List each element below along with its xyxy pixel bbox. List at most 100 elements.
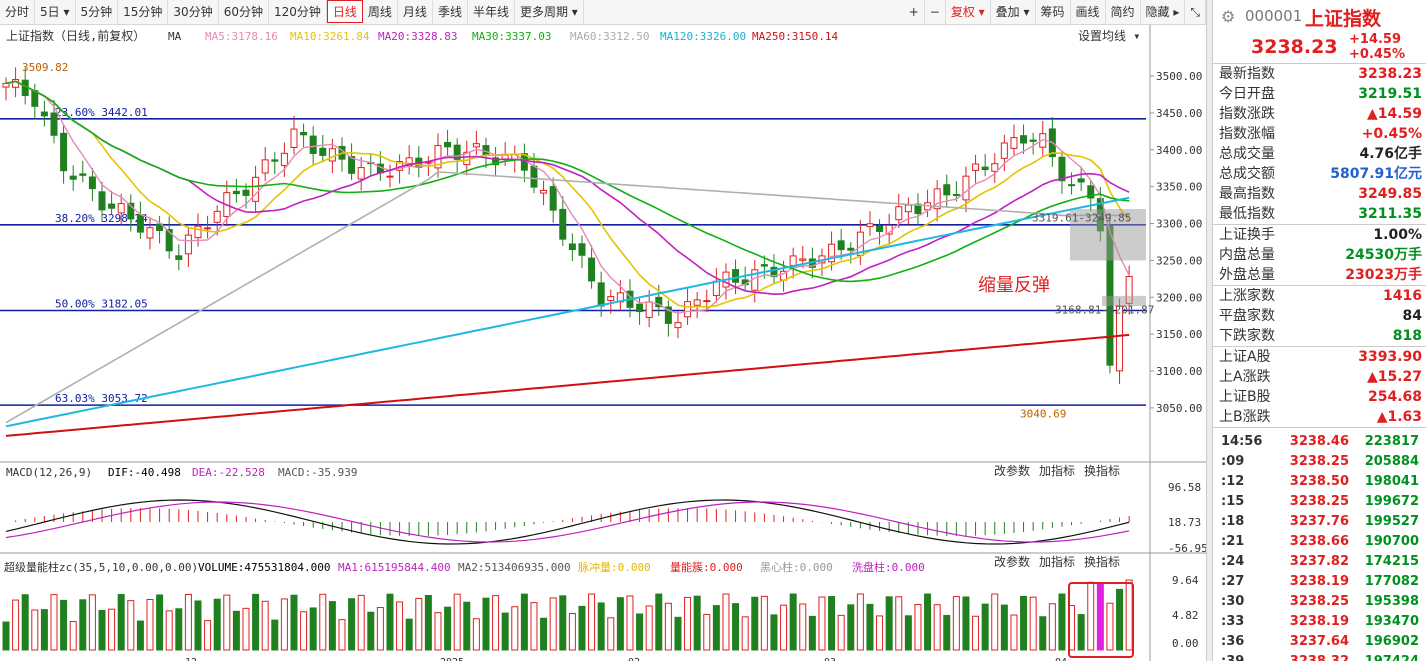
vol-bar (117, 594, 125, 651)
ma-legend-3: MA30:3337.03 (472, 30, 551, 43)
tool-1-button[interactable]: − (925, 0, 946, 25)
tool-0-button[interactable]: + (904, 0, 925, 25)
tool-6-button[interactable]: 简约 (1106, 0, 1141, 25)
set-ma-button[interactable]: 设置均线 ▾ (1078, 29, 1140, 43)
candle-body (492, 157, 500, 166)
fib-label: 63.03% 3053.72 (55, 392, 148, 405)
period-2-button[interactable]: 5分钟 (76, 0, 119, 25)
low-label: 3040.69 (1020, 408, 1066, 421)
kline-chart[interactable]: 3500.00 3450.00 3400.00 3350.00 3300.00 3250.… (0, 25, 1206, 661)
quote-group: 上证换手 1.00% 内盘总量 24530万手 外盘总量 23023万手 (1213, 225, 1426, 286)
vol-bar (156, 594, 164, 651)
candle-body (684, 301, 692, 318)
highlight-box (1068, 582, 1134, 658)
vol-bar (636, 613, 644, 651)
fib-label: 23.60% 3442.01 (55, 106, 148, 119)
period-5-button[interactable]: 60分钟 (219, 0, 269, 25)
vol-bar (165, 610, 173, 651)
index-price: 3238.23 (1251, 36, 1338, 58)
vol-bar (1106, 602, 1114, 651)
vol-bar (578, 605, 586, 651)
quote-row: 内盘总量 24530万手 (1213, 245, 1426, 265)
quote-row: 指数涨跌 ▲14.59 (1213, 104, 1426, 124)
panel-tool-button[interactable]: 改参数 (994, 554, 1030, 569)
panel-splitter[interactable] (1206, 0, 1212, 661)
candle-body (962, 175, 970, 201)
index-change: +14.59 +0.45% (1349, 32, 1405, 62)
panel-tool-button[interactable]: 换指标 (1084, 554, 1120, 569)
quote-row: 上证B股 254.68 (1213, 387, 1426, 407)
vol-bar (194, 600, 202, 651)
vol-bar (1048, 603, 1056, 651)
candle-body (271, 159, 279, 162)
candle-body (127, 202, 135, 220)
vol-bar (904, 615, 912, 651)
tool-5-button[interactable]: 画线 (1071, 0, 1106, 25)
period-4-button[interactable]: 30分钟 (168, 0, 219, 25)
tool-3-button[interactable]: 叠加 ▾ (991, 0, 1036, 25)
candle-body (444, 141, 452, 148)
candle-body (540, 189, 548, 194)
period-10-button[interactable]: 季线 (433, 0, 468, 25)
quote-row-label: 平盘家数 (1219, 308, 1275, 324)
panel-tool-button[interactable]: 加指标 (1039, 463, 1075, 478)
vol-bar (626, 595, 634, 651)
quote-row-value: 4.76亿手 (1359, 146, 1422, 162)
candle-body (1087, 185, 1095, 199)
candle-body (165, 228, 173, 252)
tick-row: :15 3238.25 199672 (1221, 494, 1419, 509)
candle-body (69, 175, 77, 180)
vol-ma1: MA1:615195844.400 (338, 561, 451, 574)
panel-tool-button[interactable]: 加指标 (1039, 554, 1075, 569)
period-8-button[interactable]: 周线 (363, 0, 398, 25)
tool-4-button[interactable]: 筹码 (1036, 0, 1071, 25)
candle-body (1058, 156, 1066, 182)
candle-body (1077, 178, 1085, 183)
period-6-button[interactable]: 120分钟 (269, 0, 327, 25)
tick-row: :393238.32197424 (1213, 652, 1426, 661)
vol-bar (885, 596, 893, 651)
period-1-button[interactable]: 5日 ▾ (35, 0, 76, 25)
tool-2-button[interactable]: 复权 ▾ (946, 0, 991, 25)
candle-body (1000, 142, 1008, 159)
quote-row: 总成交量 4.76亿手 (1213, 144, 1426, 164)
period-7-button[interactable]: 日线 (326, 0, 363, 23)
vol-bar (261, 600, 269, 651)
macd-legend: MACD(12,26,9) (6, 466, 92, 479)
vol-bar (712, 605, 720, 651)
macd-axis-label: 18.73 (1168, 516, 1201, 529)
vol-bar (21, 594, 29, 651)
candle-body (712, 280, 720, 297)
vol-bar (664, 602, 672, 651)
vol-axis-label: 0.00 (1172, 637, 1199, 650)
ma-legend-4: MA60:3312.50 (570, 30, 649, 43)
ma120-line (5, 196, 1130, 428)
quote-row-value: 254.68 (1367, 389, 1422, 405)
candle-body (655, 296, 663, 308)
panel-tool-button[interactable]: 换指标 (1084, 463, 1120, 478)
price-axis-label: 3350.00 (1156, 181, 1202, 194)
vol-bar (818, 596, 826, 651)
candle-body (261, 159, 269, 174)
price-axis-label: 3300.00 (1156, 218, 1202, 231)
chart-title: 上证指数（日线,前复权） (6, 28, 145, 43)
quote-row: 最高指数 3249.85 (1213, 184, 1426, 204)
candle-body (991, 163, 999, 172)
candle-body (904, 204, 912, 213)
tool-8-button[interactable]: ⤡ (1185, 0, 1206, 25)
vol-bar (991, 593, 999, 651)
candle-body (664, 306, 672, 324)
panel-tool-button[interactable]: 改参数 (994, 463, 1030, 478)
period-11-button[interactable]: 半年线 (468, 0, 515, 25)
period-9-button[interactable]: 月线 (398, 0, 433, 25)
period-3-button[interactable]: 15分钟 (118, 0, 169, 25)
vol-bar (789, 593, 797, 651)
candle-body (60, 132, 68, 172)
gear-icon[interactable]: ⚙ (1221, 7, 1236, 26)
vol-bar (396, 601, 404, 651)
period-12-button[interactable]: 更多周期 ▾ (515, 0, 584, 25)
tool-7-button[interactable]: 隐藏 ▸ (1141, 0, 1186, 25)
period-0-button[interactable]: 分时 (0, 0, 36, 25)
tick-row: :12 3238.50 198041 (1221, 474, 1419, 489)
